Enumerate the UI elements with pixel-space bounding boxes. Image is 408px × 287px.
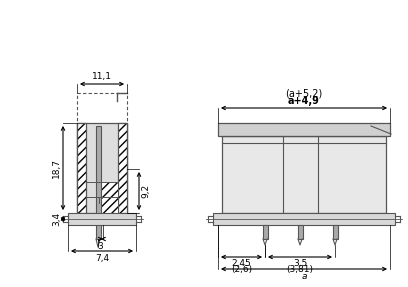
Bar (222, 136, 386, 213)
Text: (2,6): (2,6) (231, 265, 252, 274)
Text: 11,1: 11,1 (92, 72, 112, 81)
Bar (77, 123, 127, 213)
Text: (3,81): (3,81) (286, 265, 313, 274)
Bar (298, 225, 303, 239)
Bar (118, 123, 127, 213)
Text: 9,2: 9,2 (141, 184, 150, 198)
Bar (218, 123, 390, 136)
Text: a: a (301, 272, 307, 281)
Bar (102, 181, 118, 213)
Bar (213, 213, 395, 225)
Text: 7,4: 7,4 (95, 254, 109, 263)
Bar (333, 225, 338, 239)
Text: 3: 3 (97, 242, 103, 251)
Bar (96, 126, 101, 239)
Text: (a+5,2): (a+5,2) (285, 89, 323, 99)
Bar (68, 213, 136, 225)
Bar (77, 123, 86, 213)
Text: 3,5: 3,5 (293, 259, 307, 268)
Text: 3,4: 3,4 (52, 212, 61, 226)
Text: 2,45: 2,45 (232, 259, 251, 268)
Text: 18,7: 18,7 (52, 158, 61, 178)
Text: a+4,9: a+4,9 (288, 96, 320, 106)
Bar (77, 123, 86, 213)
Bar (263, 225, 268, 239)
Bar (118, 123, 127, 213)
